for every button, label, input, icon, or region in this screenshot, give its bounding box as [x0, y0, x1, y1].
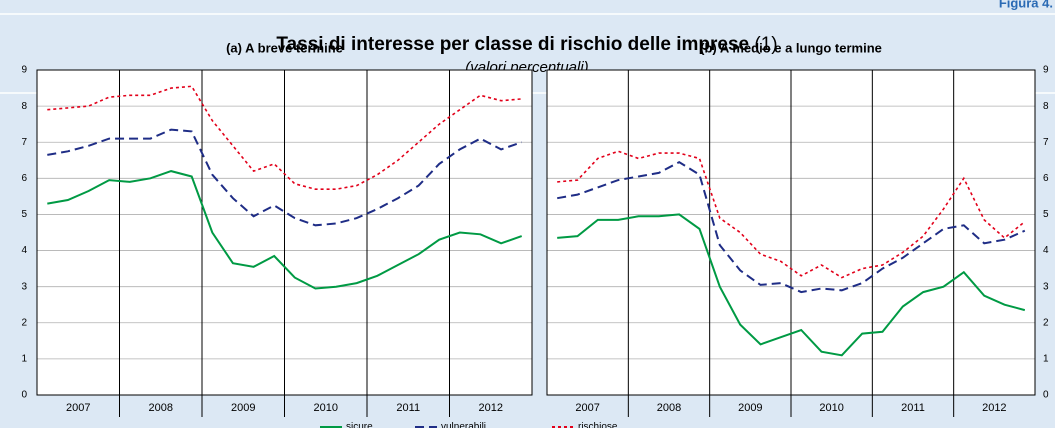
x-tick-label: 2007	[66, 402, 90, 414]
y-tick-label: 3	[1043, 281, 1049, 292]
legend-label: vulnerabili	[441, 422, 486, 428]
plot-frame	[36, 69, 533, 396]
x-tick-label: 2008	[149, 402, 173, 414]
y-tick-label: 6	[1043, 173, 1049, 184]
x-tick-label: 2010	[819, 402, 843, 414]
series-line	[47, 85, 522, 190]
title-note: (1)	[754, 34, 777, 55]
y-tick-label: 5	[21, 209, 27, 220]
y-tick-label: 3	[21, 281, 27, 292]
y-tick-label: 9	[21, 65, 27, 76]
y-tick-label: 0	[21, 390, 27, 401]
x-tick-label: 2011	[901, 402, 925, 414]
x-tick-label: 2012	[479, 402, 503, 414]
x-tick-label: 2009	[738, 402, 762, 414]
y-tick-label: 4	[1043, 245, 1049, 256]
panel-title: (a) A breve termine	[226, 40, 343, 55]
plot-frame	[546, 69, 1036, 396]
x-tick-label: 2008	[657, 402, 681, 414]
figure-label: Figura 4.	[999, 0, 1053, 10]
x-tick-label: 2007	[575, 402, 599, 414]
y-tick-label: 1	[21, 354, 27, 365]
y-tick-label: 8	[21, 101, 27, 112]
series-line	[557, 213, 1026, 357]
y-tick-label: 7	[21, 137, 27, 148]
series-line	[557, 150, 1026, 279]
x-tick-label: 2012	[982, 402, 1006, 414]
x-tick-label: 2011	[396, 402, 420, 414]
y-tick-label: 8	[1043, 101, 1049, 112]
x-tick-label: 2009	[231, 402, 255, 414]
series-line	[47, 170, 523, 290]
panel-title: (b) A medio e a lungo termine	[700, 40, 882, 55]
series-line	[557, 160, 1026, 294]
y-tick-label: 9	[1043, 65, 1049, 76]
chart-title: Tassi di interesse per classe di rischio…	[276, 34, 777, 55]
charts: (a) A breve termine 0 1 2 3 4 5 6 7 8 9 2007 2008 200…	[21, 40, 1049, 428]
y-tick-label: 5	[1043, 209, 1049, 220]
y-tick-label: 0	[1043, 390, 1049, 401]
title-main: Tassi di interesse per classe di rischio…	[276, 34, 749, 55]
legend-label: sicure	[346, 422, 373, 428]
series-line	[47, 128, 523, 227]
y-tick-label: 7	[1043, 137, 1049, 148]
y-tick-label: 2	[1043, 317, 1049, 328]
y-tick-label: 2	[21, 317, 27, 328]
y-tick-label: 4	[21, 245, 27, 256]
x-tick-label: 2010	[314, 402, 338, 414]
y-tick-label: 6	[21, 173, 27, 184]
legend-label: rischiose	[578, 422, 618, 428]
y-tick-label: 1	[1043, 354, 1049, 365]
